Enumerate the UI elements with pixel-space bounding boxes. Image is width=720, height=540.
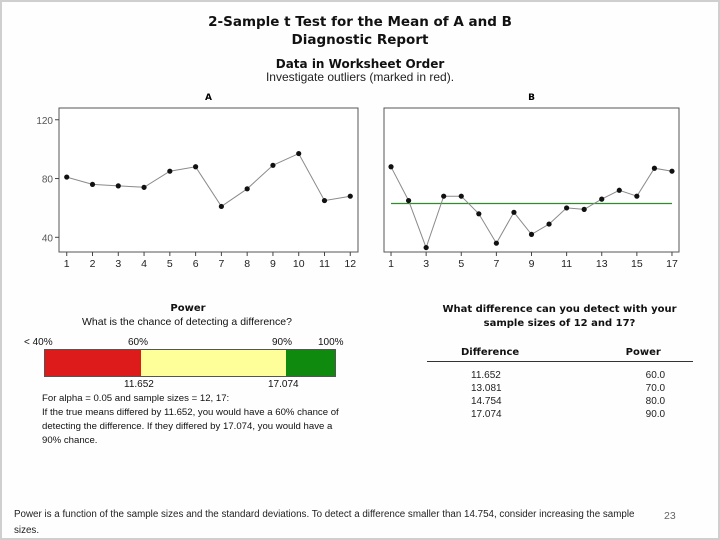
page-number: 23 <box>664 510 676 522</box>
power-bar-segment-2 <box>140 350 286 376</box>
panel-a-xtick-label: 5 <box>167 258 173 270</box>
power-explanation: For alpha = 0.05 and sample sizes = 12, … <box>42 392 342 448</box>
panel-b-data-point <box>528 231 535 237</box>
power-cell: 90.0 <box>645 409 666 420</box>
panel-a-data-point <box>347 193 353 199</box>
difference-cell: 14.754 <box>471 396 502 407</box>
report-subtitle: Diagnostic Report <box>291 32 429 48</box>
difference-cell: 17.074 <box>471 409 502 420</box>
panel-a-xtick-label: 12 <box>344 258 356 270</box>
panel-a-data-point <box>321 197 328 204</box>
panel-b-data-point <box>423 244 429 251</box>
report-title: 2-Sample t Test for the Mean of A and B <box>208 14 512 30</box>
panel-a-xtick-label: 10 <box>293 258 305 270</box>
panel-b-data-point <box>388 164 394 170</box>
panel-b-data-point <box>405 197 412 204</box>
panel-b-data-point <box>669 168 675 174</box>
panel-b-data-point <box>546 221 552 227</box>
panel-b-xtick-label: 11 <box>561 258 572 270</box>
panel-a-data-point <box>167 168 173 174</box>
power-tick-low: 11.652 <box>124 379 154 390</box>
panel-b-data-point <box>651 165 658 171</box>
panel-b-data-point <box>511 209 517 215</box>
power-bar <box>44 349 336 377</box>
panel-a-xtick-label: 11 <box>319 258 330 270</box>
panel-a-data-point <box>270 162 276 168</box>
scale-label-100: 100% <box>318 337 344 348</box>
scale-label-low: < 40% <box>24 337 53 348</box>
panel-b-xtick-label: 5 <box>458 258 464 270</box>
difference-table: Difference Power 11.652 60.0 13.081 70.0… <box>427 345 693 421</box>
panel-a-xtick-label: 1 <box>64 258 70 270</box>
panel-a-xtick-label: 4 <box>141 258 147 270</box>
panel-a-ytick-label: 80 <box>42 175 54 186</box>
panel-a-data-point <box>193 164 199 170</box>
panel-b-data-point <box>441 193 447 199</box>
panel-a-xtick-label: 2 <box>90 258 96 270</box>
panel-b-data-point <box>634 193 640 199</box>
panel-a-xtick-label: 9 <box>270 258 276 270</box>
panel-a-data-point <box>218 203 224 210</box>
panel-a-data-point <box>141 184 147 190</box>
panel-b-data-point <box>476 211 482 217</box>
power-cell: 70.0 <box>645 383 666 394</box>
panel-b-data-point <box>493 240 499 246</box>
panel-a-ytick-label: 40 <box>42 233 54 244</box>
power-tick-high: 17.074 <box>268 379 299 390</box>
table-row: 11.652 60.0 <box>427 362 693 383</box>
difference-question: What difference can you detect with your… <box>442 304 677 329</box>
panel-a-xtick-label: 8 <box>244 258 250 270</box>
panel-a-xtick-label: 3 <box>115 258 121 270</box>
panel-a-title: A <box>205 93 212 103</box>
power-bar-segment-1 <box>45 350 141 376</box>
panel-a-ytick-label: 120 <box>36 116 53 127</box>
panel-b-xtick-label: 1 <box>388 258 394 270</box>
table-row: 13.081 70.0 <box>427 382 693 395</box>
panel-a-data-point <box>89 181 96 188</box>
power-bar-segment-3 <box>285 350 335 376</box>
panel-b-xtick-label: 13 <box>596 258 608 270</box>
panel-b-xtick-label: 3 <box>423 258 429 270</box>
difference-header: Difference <box>427 345 540 362</box>
panel-a-series-line <box>66 152 351 208</box>
panel-b-xtick-label: 17 <box>666 258 678 270</box>
panel-b-data-point <box>581 206 587 212</box>
panel-b-data-point <box>599 196 605 202</box>
panel-b-xtick-label: 15 <box>631 258 643 270</box>
panel-a-xtick-label: 6 <box>193 258 199 270</box>
scale-label-60: 60% <box>128 337 149 348</box>
panel-b-data-point <box>616 187 622 193</box>
power-cell: 60.0 <box>645 370 666 381</box>
panel-a-data-point <box>115 183 121 189</box>
panel-b-frame <box>383 107 680 253</box>
panel-a-frame <box>58 107 359 253</box>
panel-b-xtick-label: 9 <box>529 258 535 270</box>
difference-cell: 11.652 <box>471 370 501 381</box>
table-row: 14.754 80.0 <box>427 395 693 408</box>
section-title: Data in Worksheet Order <box>275 57 445 71</box>
panel-a-data-point <box>296 150 302 157</box>
power-header: Power <box>539 345 693 362</box>
panel-a-data-point <box>64 174 70 180</box>
difference-cell: 13.081 <box>471 383 502 394</box>
section-note: Investigate outliers (marked in red). <box>265 70 455 84</box>
power-question: What is the chance of detecting a differ… <box>82 316 292 328</box>
panel-b-xtick-label: 7 <box>493 258 499 270</box>
power-explanation-line1: For alpha = 0.05 and sample sizes = 12, … <box>42 393 230 404</box>
footer-note: Power is a function of the sample sizes … <box>14 509 635 536</box>
power-heading: Power <box>170 303 206 314</box>
panel-b-title: B <box>528 93 535 103</box>
table-row: 17.074 90.0 <box>427 408 693 421</box>
panel-b-data-point <box>458 193 464 199</box>
panel-a-data-point <box>244 186 250 192</box>
power-explanation-line2: If the true means differed by 11.652, yo… <box>42 407 339 446</box>
panel-a-xtick-label: 7 <box>218 258 224 270</box>
power-cell: 80.0 <box>645 396 666 407</box>
scale-label-90: 90% <box>272 337 293 348</box>
panel-b-data-point <box>564 205 570 211</box>
